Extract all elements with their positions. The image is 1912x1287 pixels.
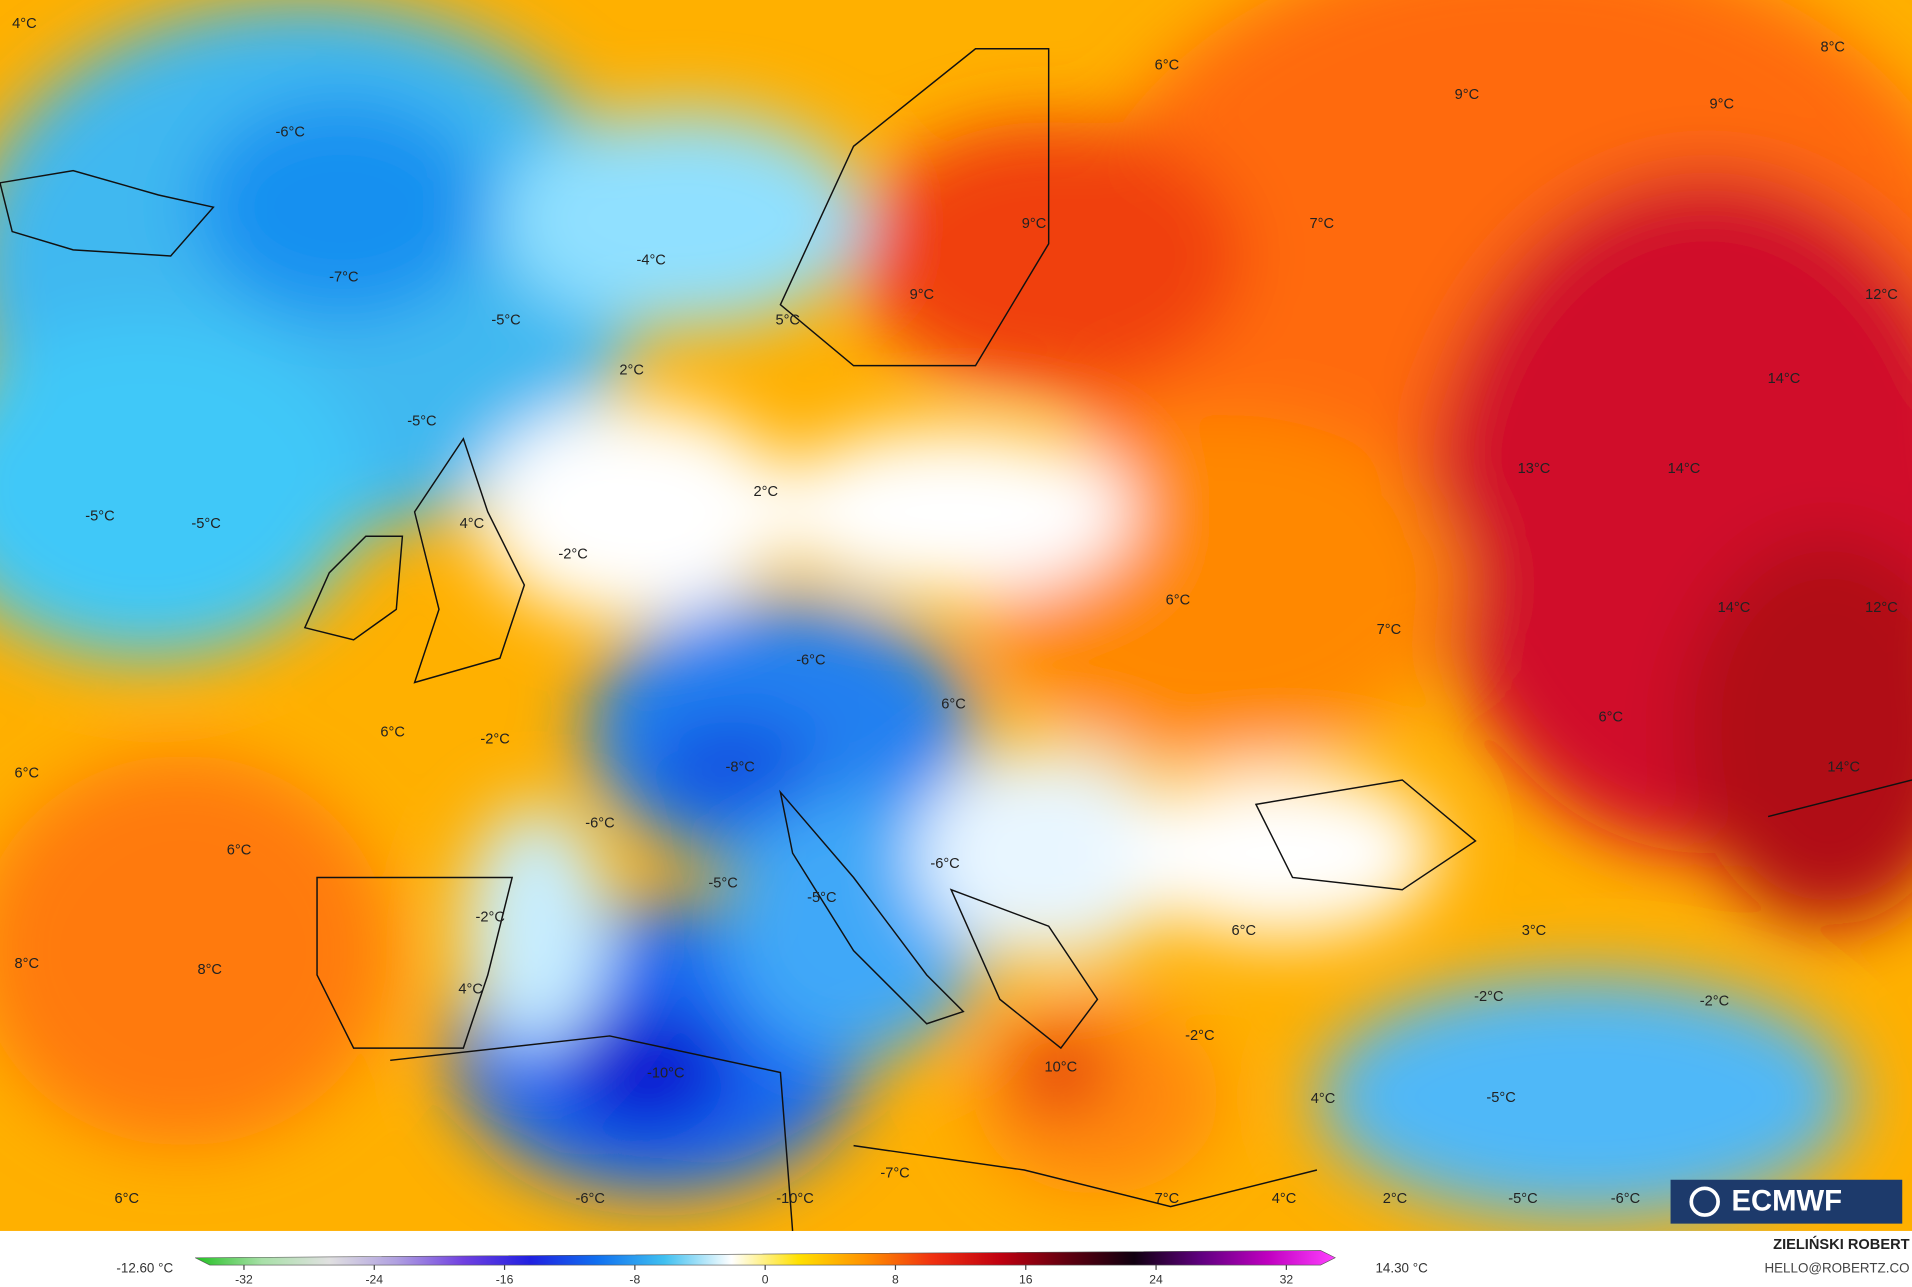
colorbar-tick-label: 0 <box>762 1272 769 1286</box>
colorbar-tick-label: -8 <box>629 1272 640 1286</box>
temperature-label: 9°C <box>1710 97 1735 113</box>
temperature-label: -6°C <box>575 1191 604 1207</box>
temperature-label: 6°C <box>1155 58 1180 74</box>
colorbar-min-label: -12.60 °C <box>116 1260 173 1275</box>
temperature-label: 8°C <box>197 962 222 978</box>
temperature-label: -2°C <box>475 910 504 926</box>
colorbar-tick-label: 16 <box>1019 1272 1033 1286</box>
temperature-label: 10°C <box>1045 1059 1078 1075</box>
temperature-label: 6°C <box>1232 923 1257 939</box>
temperature-label: -5°C <box>85 509 114 525</box>
temperature-label: -5°C <box>708 875 737 891</box>
temperature-label: 4°C <box>460 516 485 532</box>
temperature-label: 6°C <box>380 724 405 740</box>
temperature-label: 3°C <box>1522 923 1547 939</box>
map-labels: 4°C -6°C -7°C -4°C -5°C -5°C -5°C -5°C 4°C -2°C 2°… <box>12 16 1898 1207</box>
temperature-label: 4°C <box>12 16 37 32</box>
temperature-label: 6°C <box>227 843 252 859</box>
colorbar-scale <box>194 1250 1336 1266</box>
temperature-label: -5°C <box>491 312 520 328</box>
temperature-label: -6°C <box>1611 1191 1640 1207</box>
temperature-label: 9°C <box>1455 87 1480 103</box>
colorbar-tick-label: 32 <box>1280 1272 1294 1286</box>
temperature-label: -6°C <box>930 856 959 872</box>
colorbar-tick-label: -32 <box>235 1272 253 1286</box>
colorbar-tick-label: -24 <box>365 1272 383 1286</box>
temperature-label: 13°C <box>1518 461 1551 477</box>
temperature-label: 4°C <box>1272 1191 1297 1207</box>
coastlines <box>0 48 1912 1231</box>
temperature-label: -10°C <box>776 1191 814 1207</box>
temperature-label: 14°C <box>1768 371 1801 387</box>
colorbar-max-label: 14.30 °C <box>1375 1260 1428 1275</box>
temperature-label: 8°C <box>15 956 40 972</box>
author: ZIELIŃSKI ROBERT <box>1773 1236 1909 1253</box>
temperature-field <box>0 0 1912 1231</box>
temperature-label: 6°C <box>1166 593 1191 609</box>
temperature-label: 6°C <box>15 766 40 782</box>
temperature-label: -4°C <box>636 253 665 269</box>
temperature-label: 4°C <box>458 981 483 997</box>
temperature-label: -6°C <box>585 816 614 832</box>
temperature-label: 12°C <box>1865 600 1898 616</box>
temperature-label: -5°C <box>807 890 836 906</box>
temperature-label: -7°C <box>880 1166 909 1182</box>
colorbar-tick-label: -16 <box>496 1272 514 1286</box>
temperature-label: 9°C <box>910 287 935 303</box>
temperature-label: -2°C <box>480 732 509 748</box>
temperature-label: 5°C <box>775 312 800 328</box>
temperature-label: 2°C <box>619 362 644 378</box>
temperature-label: -5°C <box>1486 1090 1515 1106</box>
temperature-label: -6°C <box>276 125 305 141</box>
colorbar-tick-label: 24 <box>1149 1272 1163 1286</box>
temperature-label: 2°C <box>1383 1191 1408 1207</box>
temperature-label: 6°C <box>1599 710 1624 726</box>
temperature-label: -2°C <box>558 546 587 562</box>
temperature-label: 7°C <box>1155 1191 1180 1207</box>
temperature-label: -5°C <box>407 414 436 430</box>
temperature-label: 4°C <box>1311 1091 1336 1107</box>
temperature-label: -6°C <box>796 652 825 668</box>
temperature-label: 6°C <box>115 1191 140 1207</box>
colorbar-tick-label: 8 <box>892 1272 899 1286</box>
contact: HELLO@ROBERTZ.CO <box>1764 1260 1909 1275</box>
temperature-label: -2°C <box>1185 1028 1214 1044</box>
temperature-label: -5°C <box>1508 1191 1537 1207</box>
temperature-label: -2°C <box>1700 994 1729 1010</box>
temperature-label: 12°C <box>1865 287 1898 303</box>
logo: ECMWF <box>1670 1179 1903 1224</box>
temperature-label: -7°C <box>329 270 358 286</box>
temperature-label: 14°C <box>1827 760 1860 776</box>
temperature-label: 7°C <box>1377 622 1402 638</box>
temperature-label: -8°C <box>725 760 754 776</box>
temperature-label: -5°C <box>191 516 220 532</box>
temperature-label: 2°C <box>754 484 779 500</box>
temperature-label: -10°C <box>647 1066 685 1082</box>
temperature-label: -2°C <box>1474 989 1503 1005</box>
temperature-label: 14°C <box>1668 461 1701 477</box>
temperature-label: 7°C <box>1310 216 1335 232</box>
logo-text: ECMWF <box>1732 1186 1843 1218</box>
temperature-label: 6°C <box>941 696 966 712</box>
temperature-label: 14°C <box>1718 600 1751 616</box>
temperature-label: 8°C <box>1820 39 1845 55</box>
temperature-label: 9°C <box>1022 216 1047 232</box>
colorbar: -12.60 °C 14.30 °C -32 -24 -16 -8 0 8 16 24 32 <box>116 1250 1428 1286</box>
